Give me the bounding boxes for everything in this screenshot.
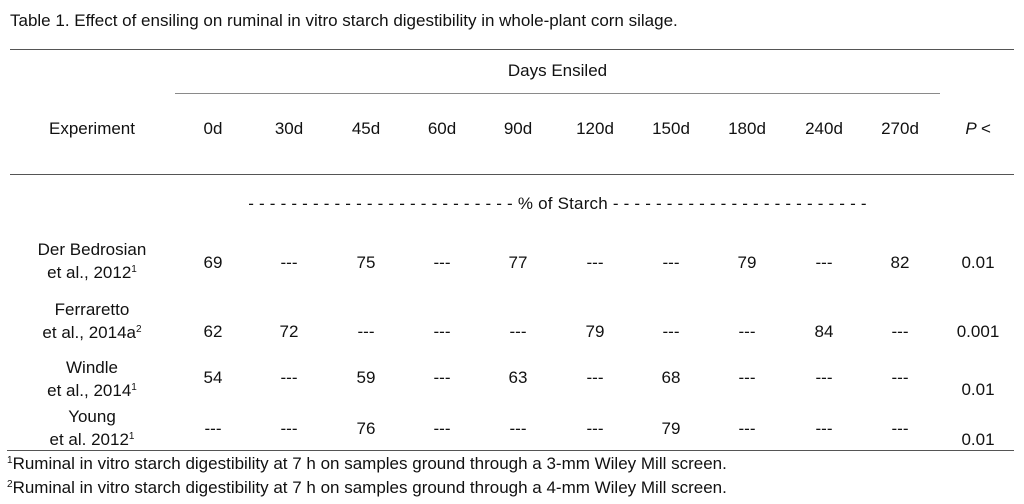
value-cell: --- [662, 253, 680, 272]
value-cell: --- [815, 253, 833, 272]
column-header: 45d [351, 119, 381, 138]
column-header: 240d [805, 119, 843, 138]
value-cell: --- [509, 419, 527, 438]
value-cell: --- [586, 419, 604, 438]
value-cell: --- [357, 322, 375, 341]
value-cell: --- [738, 419, 756, 438]
days-ensiled-spanner: Days Ensiled [507, 61, 608, 80]
value-cell: --- [433, 419, 451, 438]
value-cell: 75 [356, 253, 376, 272]
value-cell: 82 [890, 253, 910, 272]
column-header: 0d [203, 119, 223, 138]
value-cell: 76 [356, 419, 376, 438]
value-cell: 77 [508, 253, 528, 272]
footnote: 1Ruminal in vitro starch digestibility a… [7, 454, 727, 473]
header-bottom-rule [10, 174, 1014, 175]
footnote-marker: 1 [7, 455, 13, 466]
value-cell: --- [280, 368, 298, 387]
value-cell: --- [662, 322, 680, 341]
value-cell: --- [433, 253, 451, 272]
experiment-cell: Der Bedrosian et al., 20121 [37, 240, 147, 282]
value-cell: --- [204, 419, 222, 438]
top-rule [10, 49, 1014, 50]
value-cell: --- [891, 368, 909, 387]
value-cell: --- [891, 322, 909, 341]
experiment-cell: Young et al. 20121 [49, 407, 135, 449]
column-header: 270d [881, 119, 919, 138]
value-cell: --- [738, 322, 756, 341]
value-cell: --- [738, 368, 756, 387]
value-cell: 69 [203, 253, 223, 272]
footnote-ref: 2 [136, 324, 142, 335]
value-cell: 62 [203, 322, 223, 341]
value-cell: --- [433, 368, 451, 387]
value-cell: 59 [356, 368, 376, 387]
value-cell: 72 [279, 322, 299, 341]
p-value-cell: 0.01 [961, 380, 995, 399]
value-cell: --- [815, 368, 833, 387]
value-cell: --- [433, 322, 451, 341]
p-value-cell: 0.01 [961, 253, 995, 272]
value-cell: 63 [508, 368, 528, 387]
spanner-rule [175, 93, 940, 94]
value-cell: --- [280, 253, 298, 272]
value-cell: 84 [814, 322, 834, 341]
p-value-header: P < [965, 119, 991, 138]
unit-label: - - - - - - - - - - - - - - - - - - - - … [248, 194, 867, 213]
footnote-ref: 1 [128, 431, 135, 442]
value-cell: --- [509, 322, 527, 341]
value-cell: --- [586, 253, 604, 272]
value-cell: 54 [203, 368, 223, 387]
column-header: 180d [728, 119, 766, 138]
footnote-ref: 1 [131, 382, 137, 393]
value-cell: --- [891, 419, 909, 438]
value-cell: 68 [661, 368, 681, 387]
column-header: 120d [576, 119, 614, 138]
column-header: 90d [503, 119, 533, 138]
column-header: 30d [274, 119, 304, 138]
value-cell: 79 [737, 253, 757, 272]
value-cell: --- [280, 419, 298, 438]
experiment-cell: Ferraretto et al., 2014a2 [42, 300, 142, 342]
value-cell: --- [815, 419, 833, 438]
p-value-cell: 0.001 [956, 322, 1000, 341]
experiment-header: Experiment [49, 119, 135, 138]
value-cell: 79 [661, 419, 681, 438]
value-cell: --- [586, 368, 604, 387]
footnote-marker: 2 [7, 479, 13, 490]
table-title: Table 1. Effect of ensiling on ruminal i… [10, 11, 678, 30]
experiment-cell: Windle et al., 20141 [47, 358, 137, 400]
value-cell: 79 [585, 322, 605, 341]
bottom-rule [7, 450, 1014, 451]
footnote: 2Ruminal in vitro starch digestibility a… [7, 478, 727, 497]
column-header: 150d [652, 119, 690, 138]
column-header: 60d [427, 119, 457, 138]
p-value-cell: 0.01 [961, 430, 995, 449]
footnote-ref: 1 [131, 264, 137, 275]
